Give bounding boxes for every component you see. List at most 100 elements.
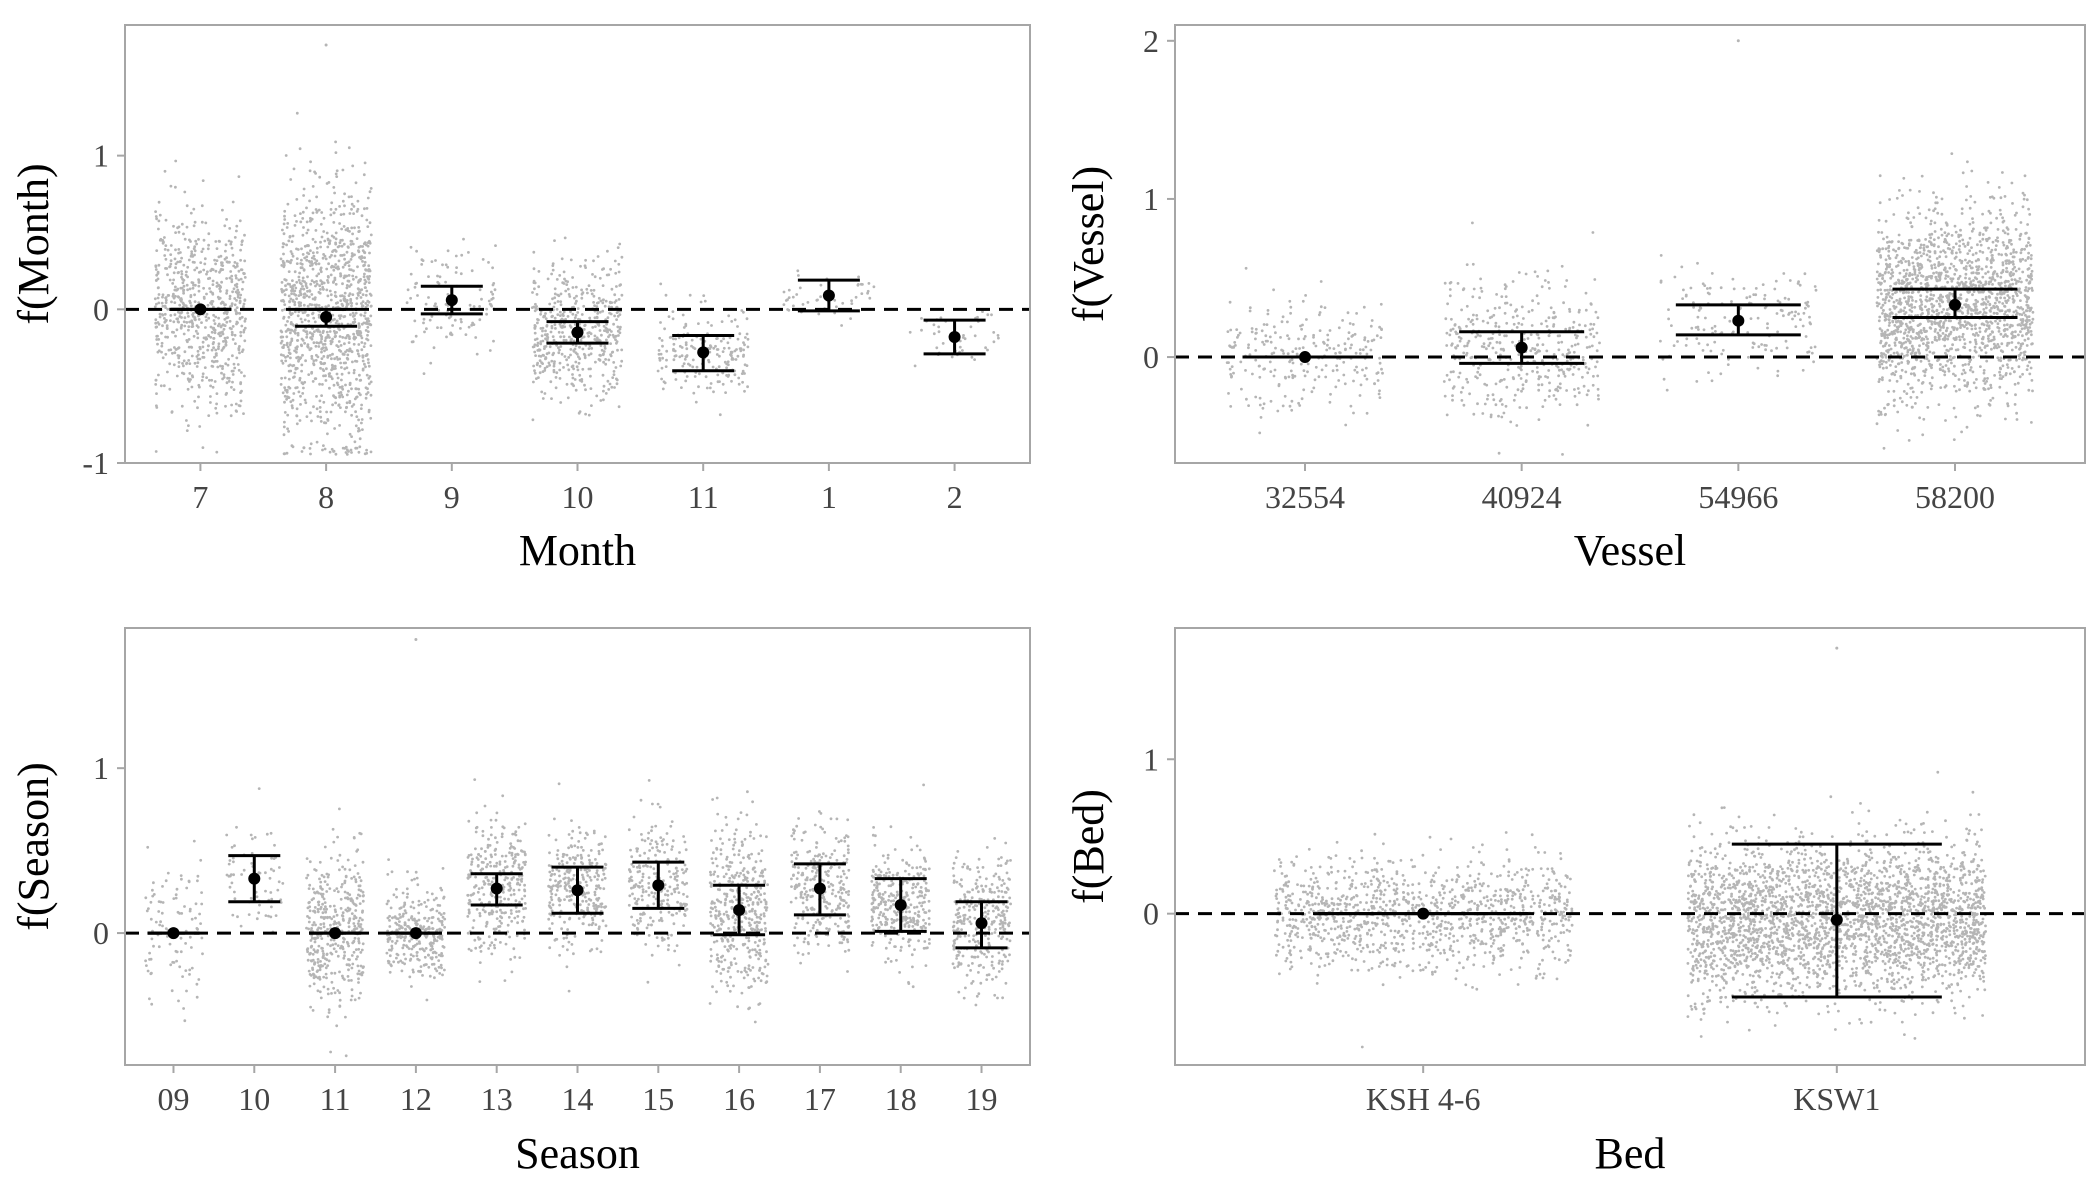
residual-point bbox=[420, 263, 424, 266]
residual-point bbox=[346, 245, 350, 249]
residual-point bbox=[317, 313, 321, 317]
residual-point bbox=[214, 269, 218, 273]
residual-point bbox=[336, 267, 340, 271]
residual-point bbox=[920, 317, 923, 320]
residual-point bbox=[346, 357, 350, 361]
residual-point bbox=[1938, 328, 1942, 332]
residual-point bbox=[294, 346, 298, 350]
residual-point bbox=[233, 303, 237, 307]
residual-point bbox=[2030, 379, 2034, 382]
residual-point bbox=[190, 321, 194, 324]
residual-point bbox=[187, 328, 190, 332]
residual-point bbox=[294, 286, 298, 290]
residual-point bbox=[556, 293, 560, 297]
residual-point bbox=[340, 378, 343, 382]
residual-point bbox=[228, 297, 232, 300]
residual-point bbox=[229, 242, 233, 246]
residual-point bbox=[1459, 390, 1463, 394]
residual-point bbox=[186, 387, 190, 391]
residual-point bbox=[2006, 366, 2010, 369]
residual-point bbox=[2026, 267, 2030, 271]
residual-point bbox=[460, 253, 464, 257]
residual-point bbox=[1987, 387, 1990, 391]
residual-point bbox=[1966, 160, 1969, 164]
residual-point bbox=[1961, 171, 1965, 175]
residual-point bbox=[303, 310, 307, 314]
residual-point bbox=[2026, 364, 2030, 368]
residual-point bbox=[186, 246, 190, 249]
residual-point bbox=[712, 390, 715, 394]
residual-point bbox=[1801, 368, 1805, 372]
residual-point bbox=[1596, 316, 1600, 320]
residual-point bbox=[201, 340, 205, 344]
residual-point bbox=[1914, 280, 1918, 284]
residual-point bbox=[997, 336, 1000, 340]
residual-point bbox=[193, 361, 197, 365]
residual-point bbox=[485, 307, 489, 311]
residual-point bbox=[1331, 369, 1335, 373]
residual-point bbox=[352, 277, 355, 281]
residual-point bbox=[1970, 169, 1974, 173]
residual-point bbox=[572, 384, 575, 388]
residual-point bbox=[1895, 325, 1899, 329]
residual-point bbox=[684, 341, 688, 345]
residual-point bbox=[154, 264, 158, 268]
residual-point bbox=[1320, 368, 1324, 372]
residual-point bbox=[1927, 320, 1930, 323]
residual-point bbox=[361, 300, 365, 303]
residual-point bbox=[1937, 245, 1940, 249]
residual-point bbox=[2005, 391, 2009, 395]
residual-point bbox=[1900, 361, 1904, 364]
residual-point bbox=[941, 342, 945, 345]
residual-point bbox=[462, 237, 465, 241]
residual-point bbox=[316, 328, 320, 332]
residual-point bbox=[1294, 347, 1298, 350]
residual-point bbox=[588, 316, 592, 320]
residual-point bbox=[310, 279, 314, 283]
residual-point bbox=[421, 259, 425, 262]
residual-point bbox=[1262, 323, 1266, 326]
residual-point bbox=[563, 277, 566, 281]
residual-point bbox=[228, 276, 232, 280]
residual-point bbox=[240, 350, 244, 353]
residual-point bbox=[224, 339, 228, 343]
residual-point bbox=[1984, 306, 1988, 310]
residual-point bbox=[219, 302, 223, 305]
residual-point bbox=[1899, 375, 1903, 378]
residual-point bbox=[2031, 289, 2034, 292]
residual-point bbox=[1939, 363, 1942, 366]
residual-point bbox=[350, 435, 353, 438]
residual-point bbox=[1999, 359, 2003, 363]
residual-point bbox=[174, 285, 177, 289]
residual-point bbox=[319, 268, 322, 271]
residual-point bbox=[1879, 288, 1882, 292]
residual-point bbox=[313, 298, 317, 301]
residual-point bbox=[1886, 328, 1890, 332]
residual-point bbox=[327, 262, 330, 266]
residual-point bbox=[201, 446, 205, 449]
residual-point bbox=[2001, 216, 2004, 220]
residual-point bbox=[1887, 299, 1891, 303]
residual-point bbox=[415, 249, 418, 253]
residual-point bbox=[1918, 212, 1922, 216]
residual-point bbox=[355, 446, 359, 450]
residual-point bbox=[243, 339, 247, 343]
residual-point bbox=[305, 332, 309, 336]
residual-point bbox=[2024, 259, 2027, 262]
residual-point bbox=[1443, 394, 1447, 398]
residual-point bbox=[1898, 271, 1902, 275]
residual-point bbox=[1981, 237, 1985, 241]
residual-point bbox=[2004, 333, 2007, 336]
residual-point bbox=[190, 385, 194, 389]
residual-point bbox=[182, 320, 186, 324]
residual-point bbox=[187, 258, 191, 262]
residual-point bbox=[1731, 330, 1735, 334]
residual-point bbox=[231, 200, 235, 204]
residual-point bbox=[237, 175, 241, 179]
residual-point bbox=[1958, 388, 1961, 392]
residual-point bbox=[190, 354, 194, 358]
residual-point bbox=[283, 218, 287, 221]
residual-point bbox=[478, 288, 482, 292]
residual-point bbox=[367, 408, 371, 412]
residual-point bbox=[206, 270, 209, 274]
